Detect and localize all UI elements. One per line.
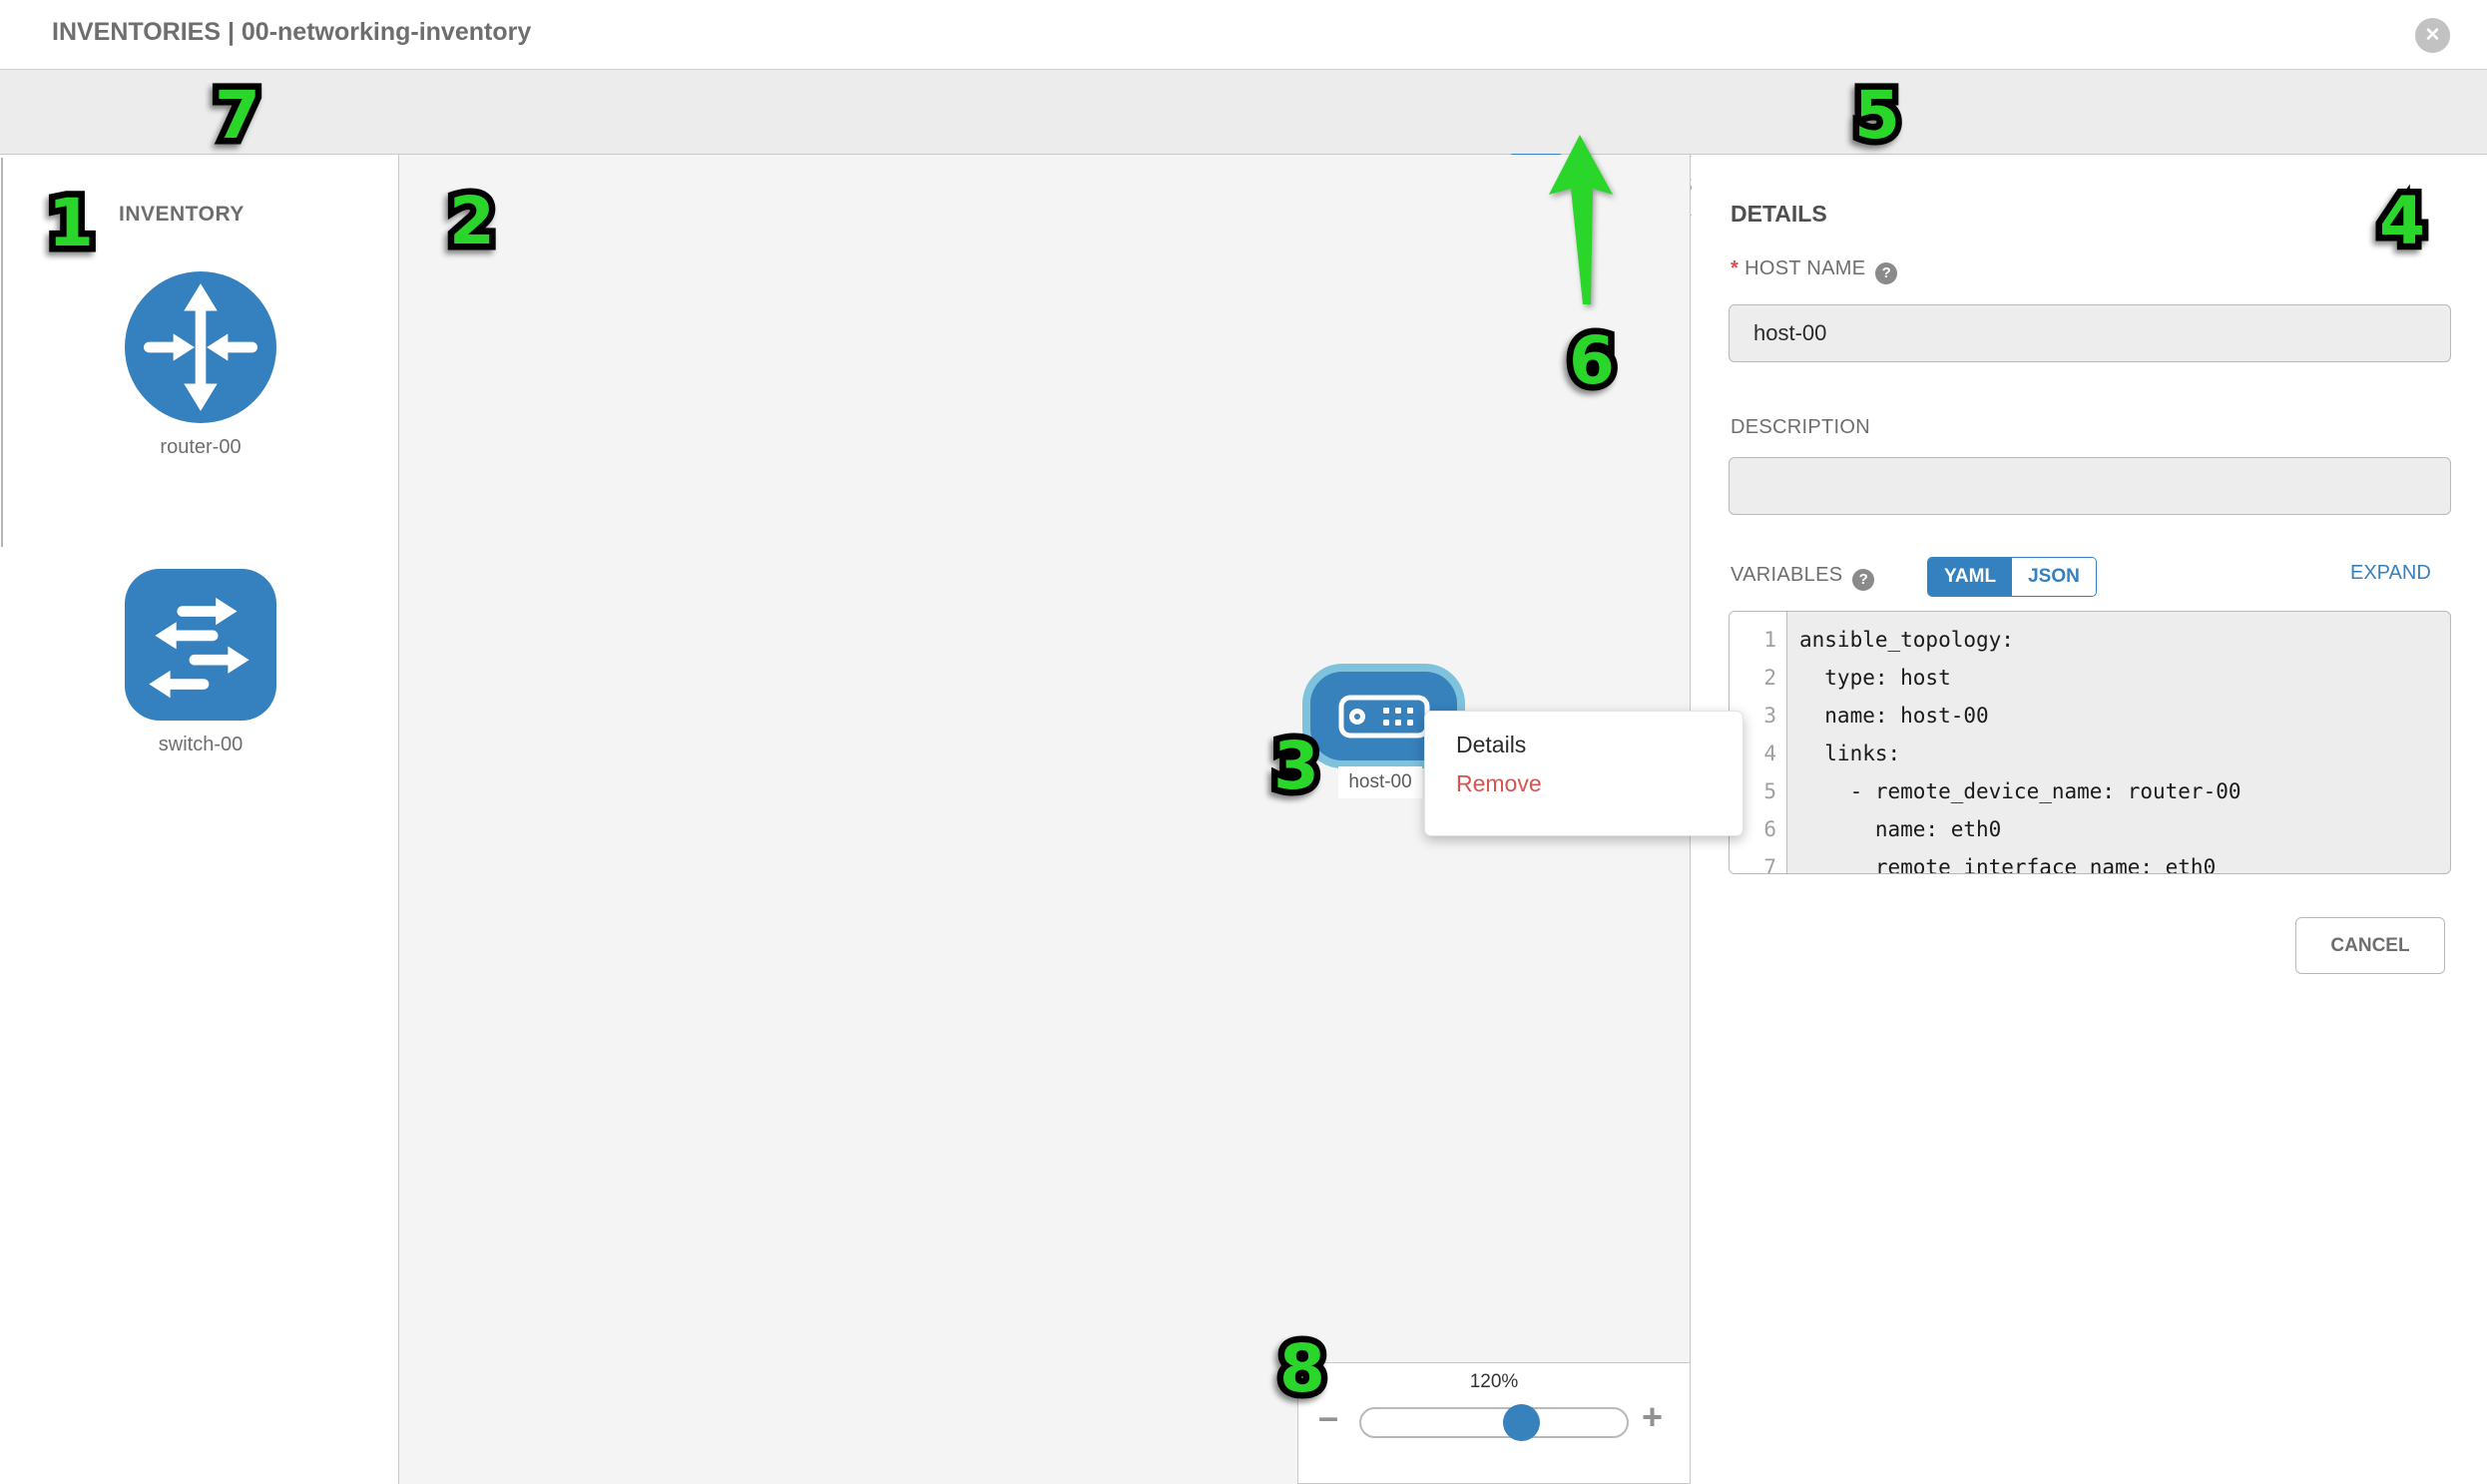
toolbar: ACTIONS SEARCH	[0, 70, 2487, 216]
code-line: links:	[1799, 742, 1901, 765]
svg-text:2: 2	[449, 183, 495, 259]
code-line: type: host	[1799, 666, 1951, 690]
code-line: - remote_device_name: router-00	[1799, 779, 2241, 803]
zoom-control-panel: 120% – +	[1297, 1362, 1691, 1484]
details-panel-title: DETAILS	[1731, 201, 1827, 227]
line-number: 7	[1763, 855, 1776, 874]
variables-format-toggle: YAML JSON	[1927, 557, 2097, 597]
svg-text:7: 7	[215, 77, 260, 154]
line-number: 2	[1763, 666, 1776, 690]
zoom-slider-thumb[interactable]	[1503, 1404, 1540, 1441]
annotation-2: 2	[443, 177, 502, 266]
sidebar-edge-line	[1, 158, 3, 547]
details-panel: DETAILS *HOST NAME? DESCRIPTION VARIABLE…	[1692, 155, 2487, 1484]
host-name-label: HOST NAME	[1744, 257, 1866, 279]
svg-text:8: 8	[1279, 1330, 1325, 1407]
host-node-label: host-00	[1338, 766, 1422, 798]
context-menu-item-remove[interactable]: Remove	[1456, 770, 1542, 796]
zoom-in-button[interactable]: +	[1642, 1396, 1664, 1437]
line-number: 1	[1763, 628, 1776, 652]
svg-text:6: 6	[1569, 322, 1615, 399]
toggle-json[interactable]: JSON	[2012, 558, 2096, 596]
annotation-5: 5	[1848, 71, 1907, 161]
node-context-menu: Details Remove	[1424, 711, 1743, 836]
expand-link[interactable]: EXPAND	[2350, 562, 2431, 584]
description-input[interactable]	[1729, 457, 2451, 515]
code-line: ansible_topology:	[1799, 628, 2014, 652]
inventory-sidebar: INVENTORY router-00	[0, 155, 399, 1484]
sidebar-item-switch-00[interactable]: switch-00	[125, 569, 276, 756]
line-number: 3	[1763, 704, 1776, 728]
host-name-input[interactable]	[1729, 304, 2451, 362]
code-line: name: eth0	[1799, 817, 2002, 841]
context-menu-item-details[interactable]: Details	[1456, 732, 1527, 757]
svg-text:5: 5	[1854, 77, 1900, 154]
page-title: INVENTORIES | 00-networking-inventory	[52, 18, 532, 46]
zoom-slider-track[interactable]	[1359, 1407, 1629, 1438]
line-number: 4	[1763, 742, 1776, 765]
host-name-label-row: * HOST NAME?	[1731, 257, 1898, 284]
topology-canvas[interactable]: host-00 Details Remove 120% – +	[399, 155, 1743, 1484]
annotation-1: 1	[42, 179, 101, 268]
code-line: remote_interface_name: eth0	[1799, 855, 2217, 874]
editor-code-area[interactable]: ansible_topology: type: host name: host-…	[1787, 612, 2450, 873]
inventory-title: INVENTORY	[119, 203, 245, 226]
switch-icon	[125, 569, 276, 721]
description-label: DESCRIPTION	[1731, 416, 1870, 438]
svg-text:1: 1	[48, 185, 94, 261]
device-label: switch-00	[158, 734, 244, 755]
help-icon[interactable]: ?	[1875, 262, 1898, 284]
annotation-4: 4	[2373, 177, 2432, 266]
svg-text:3: 3	[1273, 728, 1319, 804]
router-icon	[125, 271, 276, 423]
variables-code-editor[interactable]: 1 2 3 4 5 6 7 ansible_topology: type: ho…	[1729, 611, 2451, 874]
annotation-arrow-to-key	[1549, 135, 1613, 304]
zoom-out-button[interactable]: –	[1318, 1396, 1339, 1437]
line-number: 6	[1763, 817, 1776, 841]
annotation-8: 8	[1273, 1324, 1332, 1414]
cancel-button[interactable]: CANCEL	[2295, 917, 2445, 974]
annotation-3: 3	[1267, 722, 1326, 811]
line-number: 5	[1763, 779, 1776, 803]
required-asterisk: *	[1731, 257, 1740, 279]
variables-label-row: VARIABLES?	[1731, 564, 1875, 591]
svg-text:4: 4	[2379, 183, 2425, 259]
host-icon	[1338, 695, 1429, 738]
header-bar: INVENTORIES | 00-networking-inventory ✕	[0, 0, 2487, 70]
code-line: name: host-00	[1799, 704, 1989, 728]
sidebar-item-router-00[interactable]: router-00	[125, 271, 276, 459]
toggle-yaml[interactable]: YAML	[1928, 558, 2013, 596]
device-label: router-00	[160, 436, 242, 458]
annotation-6: 6	[1563, 316, 1622, 406]
help-icon[interactable]: ?	[1852, 569, 1875, 591]
annotation-7: 7	[209, 71, 267, 161]
variables-label: VARIABLES	[1731, 564, 1843, 586]
close-icon[interactable]: ✕	[2415, 18, 2450, 53]
zoom-level-value: 120%	[1469, 1371, 1519, 1392]
